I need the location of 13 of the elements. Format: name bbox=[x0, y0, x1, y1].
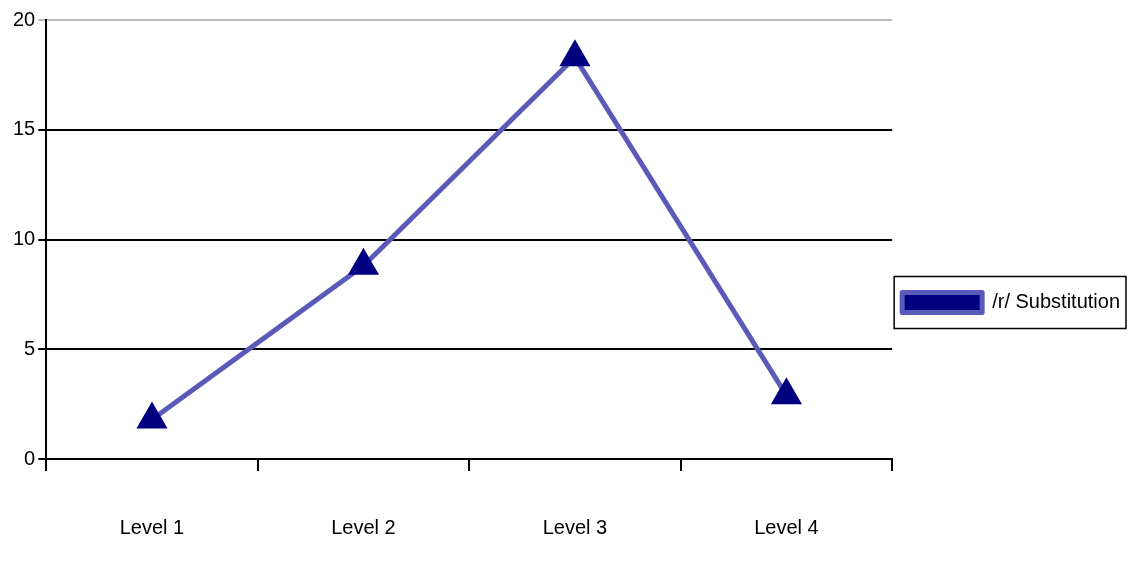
y-tick-label: 0 bbox=[24, 446, 36, 469]
y-tick-label: 5 bbox=[24, 336, 36, 359]
y-tick-label: 20 bbox=[13, 7, 36, 30]
x-tick-label: Level 4 bbox=[754, 515, 819, 538]
x-tick-label: Level 3 bbox=[542, 515, 608, 538]
y-tick-label: 15 bbox=[13, 117, 36, 140]
point bbox=[136, 401, 168, 429]
x-tick-label: Level 2 bbox=[331, 515, 396, 538]
point bbox=[771, 377, 802, 405]
y-tick-label: 10 bbox=[13, 227, 36, 250]
point bbox=[559, 39, 591, 67]
legend-label: /r/ Substitution bbox=[992, 290, 1120, 313]
x-tick-label: Level 1 bbox=[119, 515, 185, 538]
